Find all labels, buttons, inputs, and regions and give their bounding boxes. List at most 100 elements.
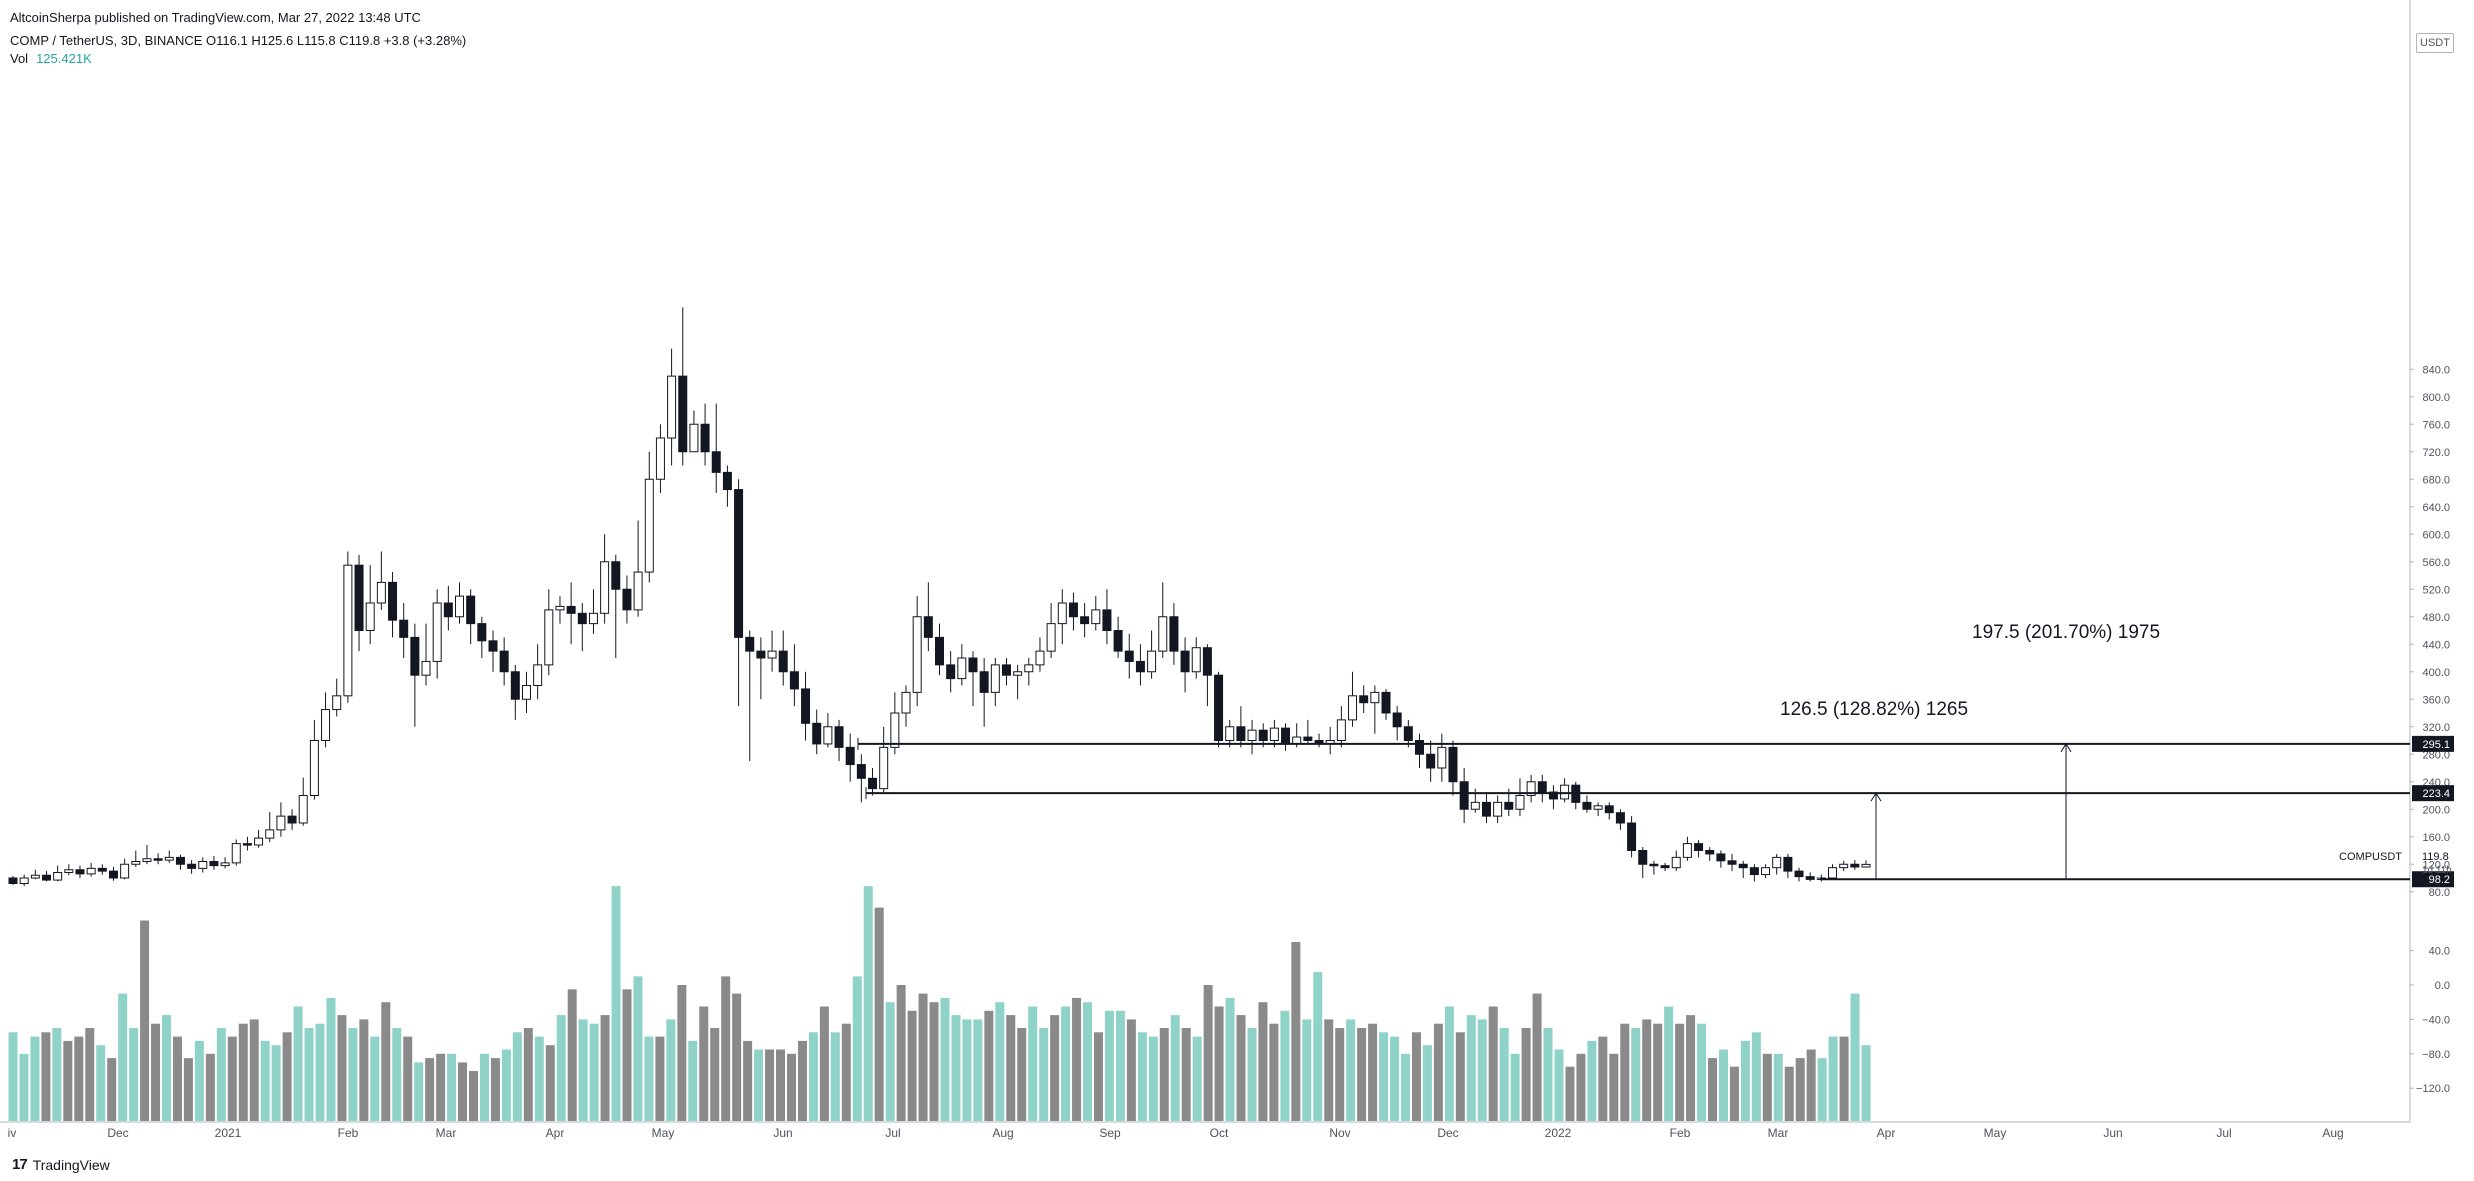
candle	[1638, 847, 1648, 878]
volume-bar	[1104, 1010, 1114, 1121]
candle-body	[1582, 801, 1592, 810]
candle-body	[968, 657, 978, 673]
publish-info: AltcoinSherpa published on TradingView.c…	[10, 10, 421, 25]
candle-body	[1861, 863, 1871, 868]
candle	[879, 726, 889, 793]
volume-bar	[140, 920, 150, 1121]
candle	[1749, 864, 1759, 882]
volume-bar	[556, 1015, 566, 1121]
volume-bar	[436, 1053, 446, 1121]
candle-body	[655, 437, 665, 480]
volume-bar	[1850, 993, 1860, 1121]
volume-bar	[1477, 1019, 1487, 1121]
candle	[1158, 582, 1168, 658]
candle	[198, 857, 208, 873]
candle-body	[466, 595, 476, 625]
volume-bar	[841, 1023, 851, 1121]
candle	[1269, 719, 1279, 748]
volume-bar	[1083, 1002, 1093, 1121]
candle	[1671, 850, 1681, 872]
volume-bar	[1291, 942, 1301, 1121]
candle-body	[1080, 616, 1090, 625]
volume-bar	[1510, 1053, 1520, 1121]
volume-bar	[589, 1023, 599, 1121]
volume-bar	[1576, 1053, 1586, 1121]
volume-bar	[710, 1028, 720, 1121]
candle-body	[823, 726, 833, 745]
candle	[1694, 840, 1704, 858]
candle	[756, 637, 766, 700]
currency-button[interactable]: USDT	[2416, 33, 2454, 53]
volume-legend[interactable]: Vol 125.421K	[10, 51, 92, 66]
price-tick-label: 640.0	[2422, 502, 2450, 514]
volume-bar	[1400, 1053, 1410, 1121]
volume-bar	[1806, 1049, 1816, 1121]
candle-body	[1236, 726, 1246, 741]
candle-body	[175, 856, 185, 865]
candle-body	[265, 829, 275, 839]
candle-body	[1481, 801, 1491, 817]
volume-bar	[282, 1032, 292, 1121]
volume-bar	[1039, 1028, 1049, 1121]
volume-bar	[1488, 1006, 1498, 1121]
candle	[1716, 850, 1726, 868]
symbol-legend[interactable]: COMP / TetherUS, 3D, BINANCE O116.1 H125…	[10, 33, 467, 48]
volume-bar	[1126, 1019, 1136, 1121]
candle-body	[555, 605, 565, 611]
candle	[1191, 637, 1201, 679]
candle	[1057, 589, 1067, 645]
candle	[1627, 816, 1637, 858]
time-axis-label: Aug	[2322, 1126, 2343, 1140]
candle	[644, 451, 654, 583]
candle-body	[1403, 726, 1413, 741]
candle	[789, 644, 799, 707]
volume-bar	[205, 1053, 215, 1121]
candle	[1705, 847, 1715, 861]
tradingview-brand[interactable]: 17 TradingView	[12, 1156, 110, 1173]
candle-body	[1493, 801, 1503, 817]
volume-bar	[392, 1028, 402, 1121]
volume-bar	[1050, 1015, 1060, 1121]
volume-bar	[1773, 1053, 1783, 1121]
volume-bar	[984, 1010, 994, 1121]
candle	[577, 603, 587, 652]
volume-bar	[666, 1019, 676, 1121]
volume-bar	[896, 985, 906, 1121]
volume-bar	[907, 1010, 917, 1121]
volume-bar	[85, 1028, 95, 1121]
candle-body	[1805, 876, 1815, 880]
volume-bar	[1762, 1053, 1772, 1121]
volume-bar	[490, 1058, 500, 1121]
volume-bar	[578, 1019, 588, 1121]
candle	[1682, 836, 1692, 861]
candle	[935, 623, 944, 676]
candle-body	[332, 695, 342, 711]
candle-body	[276, 815, 286, 831]
volume-bar	[74, 1036, 84, 1121]
time-axis-label: iv	[8, 1126, 17, 1140]
candle	[1169, 603, 1179, 665]
candle	[1080, 603, 1090, 638]
candle-body	[1705, 850, 1715, 855]
candle	[1515, 778, 1525, 817]
candle-body	[1046, 623, 1056, 652]
candle-body	[1124, 650, 1134, 662]
candle	[455, 582, 465, 624]
volume-bar	[1664, 1006, 1674, 1121]
volume-bar	[655, 1036, 665, 1121]
candle-body	[1091, 609, 1101, 625]
candle	[388, 572, 398, 638]
volume-value: 125.421K	[36, 51, 92, 66]
candle-body	[1225, 726, 1235, 741]
candle-body	[588, 612, 598, 625]
time-axis-label: 2021	[215, 1126, 242, 1140]
volume-bar	[1697, 1023, 1707, 1121]
candle	[1314, 733, 1324, 748]
price-tick-label: 360.0	[2422, 694, 2450, 706]
candle-body	[856, 764, 866, 779]
candle-body	[164, 856, 174, 861]
candle	[1001, 658, 1011, 686]
candle-body	[756, 650, 766, 659]
volume-bar	[1433, 1023, 1443, 1121]
